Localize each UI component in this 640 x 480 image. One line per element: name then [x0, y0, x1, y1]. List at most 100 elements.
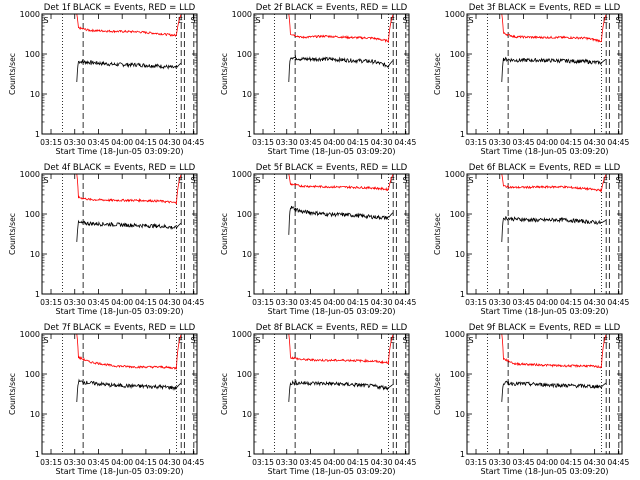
x-tick-label: 04:00: [536, 298, 558, 307]
events-series-line: [76, 219, 182, 242]
x-axis-label: Start Time (18-Jun-05 03:09:20): [268, 147, 396, 156]
lld-series-line: [501, 14, 607, 43]
x-tick-label: 04:45: [607, 458, 629, 467]
marker-s: S: [43, 336, 48, 345]
y-axis-label: Counts/sec: [8, 53, 17, 95]
y-tick-label: 1000: [232, 170, 252, 179]
events-series-line: [288, 205, 394, 235]
marker-s: S: [255, 176, 260, 185]
x-tick-label: 04:15: [347, 298, 369, 307]
marker-e: E: [178, 336, 183, 345]
y-tick-label: 100: [25, 210, 40, 219]
series-group: [76, 14, 182, 82]
panel-frame: [466, 173, 623, 295]
x-tick-label: 04:45: [182, 138, 204, 147]
events-series-line: [501, 216, 607, 242]
x-tick-label: 04:15: [560, 298, 582, 307]
x-tick-label: 03:30: [64, 138, 86, 147]
marker-s: S: [402, 336, 407, 345]
marker-s: S: [255, 16, 260, 25]
x-tick-label: 04:45: [394, 298, 416, 307]
y-tick-label: 100: [237, 370, 252, 379]
events-series-line: [76, 378, 182, 402]
marker-e: E: [390, 16, 395, 25]
chart-panel-5: Det 5f BLACK = Events, RED = LLD 1000 100 1…: [220, 163, 416, 316]
marker-s: S: [468, 336, 473, 345]
series-group: [288, 174, 394, 235]
y-tick-label: 100: [450, 50, 465, 59]
x-tick-label: 03:15: [252, 458, 274, 467]
y-tick-label: 1000: [20, 330, 40, 339]
y-tick-label: 1: [460, 130, 465, 139]
marker-e: E: [603, 336, 608, 345]
panel-title: Det 9f BLACK = Events, RED = LLD: [469, 323, 621, 333]
x-axis-label: Start Time (18-Jun-05 03:09:20): [56, 467, 184, 476]
marker-s: S: [402, 16, 407, 25]
chart-panel-8: Det 8f BLACK = Events, RED = LLD 1000 100 1…: [220, 323, 416, 476]
y-tick-label: 1: [247, 450, 252, 459]
y-axis-label: Counts/sec: [433, 213, 442, 255]
x-tick-label: 04:00: [323, 458, 345, 467]
series-group: [501, 174, 607, 242]
x-tick-label: 04:15: [135, 138, 157, 147]
y-tick-label: 100: [25, 370, 40, 379]
x-tick-label: 03:45: [513, 298, 535, 307]
x-tick-label: 04:45: [182, 298, 204, 307]
y-tick-label: 10: [455, 250, 465, 259]
x-tick-label: 04:00: [536, 138, 558, 147]
x-tick-label: 04:45: [182, 458, 204, 467]
x-tick-label: 04:15: [560, 138, 582, 147]
y-tick-label: 10: [455, 410, 465, 419]
marker-e: E: [390, 176, 395, 185]
x-axis-label: Start Time (18-Jun-05 03:09:20): [481, 147, 609, 156]
y-tick-label: 1: [35, 130, 40, 139]
y-tick-label: 100: [237, 50, 252, 59]
panel-title: Det 1f BLACK = Events, RED = LLD: [44, 3, 196, 13]
x-tick-label: 03:30: [276, 138, 298, 147]
lld-series-line: [76, 334, 182, 370]
y-axis-label: Counts/sec: [220, 373, 229, 415]
x-tick-label: 03:15: [40, 138, 62, 147]
y-axis-label: Counts/sec: [220, 53, 229, 95]
marker-s: S: [615, 336, 620, 345]
series-group: [501, 14, 607, 82]
y-tick-label: 1000: [445, 330, 465, 339]
x-tick-label: 03:15: [465, 458, 487, 467]
panel-frame: [253, 333, 410, 455]
x-tick-label: 03:45: [513, 138, 535, 147]
panel-title: Det 5f BLACK = Events, RED = LLD: [256, 163, 408, 173]
x-tick-label: 03:30: [489, 138, 511, 147]
x-tick-label: 03:45: [88, 138, 110, 147]
lld-series-line: [76, 14, 182, 37]
y-tick-label: 10: [242, 90, 252, 99]
y-tick-label: 1000: [445, 10, 465, 19]
x-axis-label: Start Time (18-Jun-05 03:09:20): [268, 307, 396, 316]
y-axis-label: Counts/sec: [433, 53, 442, 95]
x-axis-label: Start Time (18-Jun-05 03:09:20): [56, 307, 184, 316]
marker-s: S: [615, 16, 620, 25]
x-tick-label: 04:00: [323, 138, 345, 147]
x-tick-label: 03:45: [513, 458, 535, 467]
y-tick-label: 1: [460, 290, 465, 299]
y-tick-label: 1: [247, 130, 252, 139]
marker-s: S: [190, 176, 195, 185]
x-tick-label: 04:45: [394, 458, 416, 467]
y-tick-label: 1000: [232, 330, 252, 339]
marker-s: S: [43, 16, 48, 25]
y-tick-label: 100: [450, 210, 465, 219]
x-tick-label: 03:45: [300, 138, 322, 147]
panel-frame: [41, 13, 198, 135]
events-series-line: [501, 56, 607, 82]
marker-e: E: [178, 16, 183, 25]
events-series-line: [76, 59, 182, 82]
x-tick-label: 03:30: [276, 458, 298, 467]
lld-series-line: [288, 334, 394, 365]
y-tick-label: 10: [30, 250, 40, 259]
panel-title: Det 2f BLACK = Events, RED = LLD: [256, 3, 408, 13]
panel-frame: [41, 333, 198, 455]
x-tick-label: 04:00: [111, 138, 133, 147]
panel-frame: [466, 333, 623, 455]
marker-s: S: [402, 176, 407, 185]
y-axis-label: Counts/sec: [433, 373, 442, 415]
x-tick-label: 04:15: [135, 298, 157, 307]
